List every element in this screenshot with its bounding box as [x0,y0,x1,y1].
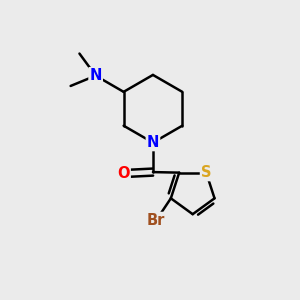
Text: O: O [117,166,130,181]
Text: N: N [147,135,159,150]
Text: S: S [201,165,211,180]
Text: N: N [89,68,102,83]
Text: Br: Br [147,213,165,228]
